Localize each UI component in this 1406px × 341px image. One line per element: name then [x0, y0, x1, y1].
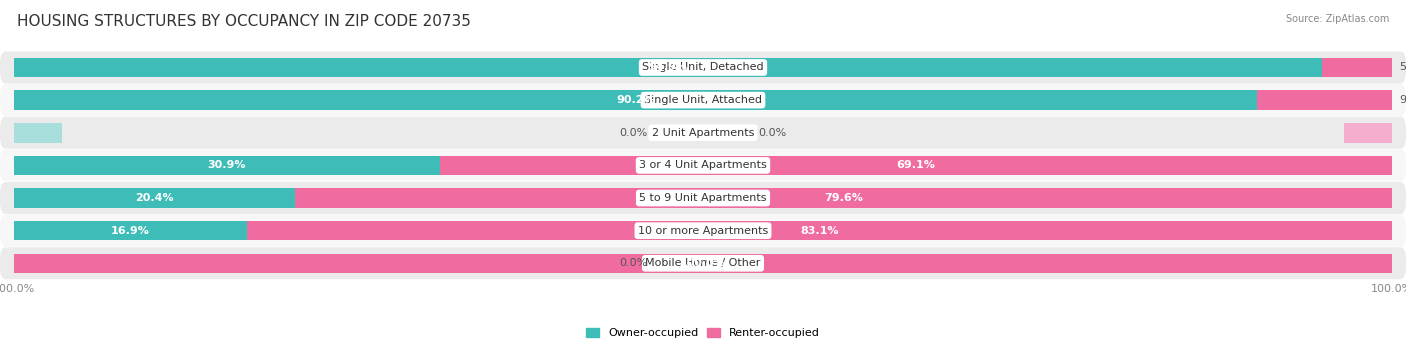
Bar: [1257, 90, 1392, 110]
Text: 90.2%: 90.2%: [616, 95, 655, 105]
Text: Single Unit, Attached: Single Unit, Attached: [644, 95, 762, 105]
Bar: [14, 58, 1322, 77]
Bar: [14, 188, 295, 208]
Bar: [295, 188, 1392, 208]
Text: 79.6%: 79.6%: [824, 193, 863, 203]
Bar: [14, 253, 62, 273]
FancyBboxPatch shape: [0, 182, 1406, 214]
Text: Single Unit, Detached: Single Unit, Detached: [643, 62, 763, 73]
FancyBboxPatch shape: [0, 247, 1406, 279]
Text: Mobile Home / Other: Mobile Home / Other: [645, 258, 761, 268]
Bar: [14, 123, 62, 143]
Text: 0.0%: 0.0%: [620, 128, 648, 138]
Bar: [440, 155, 1392, 175]
Bar: [247, 221, 1392, 240]
Bar: [1344, 123, 1392, 143]
Text: 20.4%: 20.4%: [135, 193, 174, 203]
Text: 9.8%: 9.8%: [1399, 95, 1406, 105]
Text: 5.1%: 5.1%: [1399, 62, 1406, 73]
Bar: [14, 155, 440, 175]
Text: HOUSING STRUCTURES BY OCCUPANCY IN ZIP CODE 20735: HOUSING STRUCTURES BY OCCUPANCY IN ZIP C…: [17, 14, 471, 29]
Bar: [14, 221, 247, 240]
Text: 5 to 9 Unit Apartments: 5 to 9 Unit Apartments: [640, 193, 766, 203]
FancyBboxPatch shape: [0, 149, 1406, 181]
Bar: [1322, 58, 1392, 77]
Text: 83.1%: 83.1%: [800, 226, 839, 236]
Text: 100.0%: 100.0%: [681, 258, 725, 268]
Text: 10 or more Apartments: 10 or more Apartments: [638, 226, 768, 236]
Text: Source: ZipAtlas.com: Source: ZipAtlas.com: [1285, 14, 1389, 24]
FancyBboxPatch shape: [0, 117, 1406, 149]
Bar: [14, 90, 1257, 110]
Text: 94.9%: 94.9%: [648, 62, 688, 73]
FancyBboxPatch shape: [0, 215, 1406, 247]
Text: 30.9%: 30.9%: [208, 160, 246, 170]
FancyBboxPatch shape: [0, 84, 1406, 116]
FancyBboxPatch shape: [0, 51, 1406, 84]
Text: 16.9%: 16.9%: [111, 226, 150, 236]
Bar: [14, 253, 1392, 273]
Text: 0.0%: 0.0%: [620, 258, 648, 268]
Text: 2 Unit Apartments: 2 Unit Apartments: [652, 128, 754, 138]
Legend: Owner-occupied, Renter-occupied: Owner-occupied, Renter-occupied: [586, 328, 820, 338]
Text: 69.1%: 69.1%: [897, 160, 935, 170]
Text: 3 or 4 Unit Apartments: 3 or 4 Unit Apartments: [640, 160, 766, 170]
Text: 0.0%: 0.0%: [758, 128, 786, 138]
